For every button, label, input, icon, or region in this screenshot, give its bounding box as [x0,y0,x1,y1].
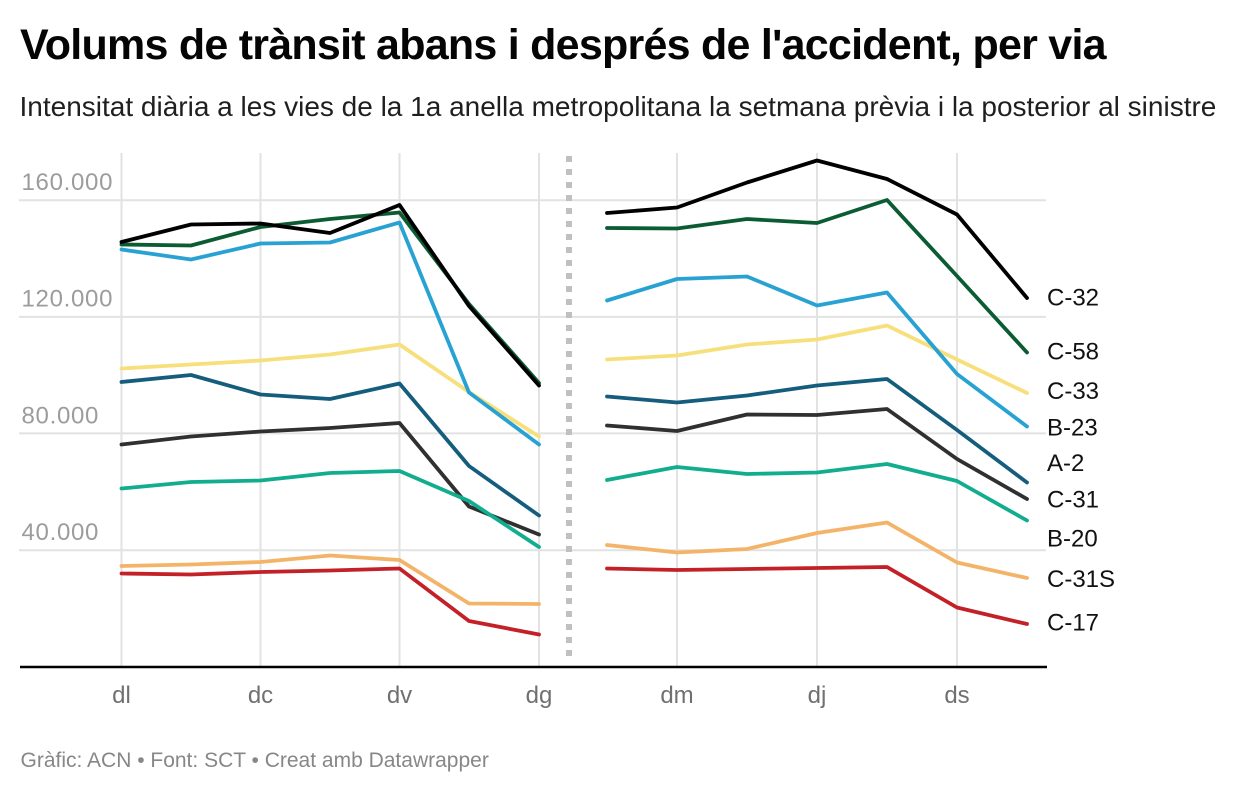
svg-text:160.000: 160.000 [22,169,114,196]
svg-text:dc: dc [248,682,273,709]
svg-text:Gràfic: ACN • Font: SCT • Crea: Gràfic: ACN • Font: SCT • Creat amb Data… [21,749,489,772]
svg-text:dv: dv [387,682,412,709]
svg-text:dm: dm [660,682,693,709]
svg-text:C-32: C-32 [1047,285,1099,312]
svg-text:B-23: B-23 [1047,415,1098,442]
svg-text:80.000: 80.000 [22,403,100,430]
svg-text:B-20: B-20 [1047,526,1098,553]
svg-text:dg: dg [526,682,553,709]
svg-text:C-58: C-58 [1047,339,1099,366]
svg-text:dj: dj [808,682,827,709]
svg-text:120.000: 120.000 [22,286,114,313]
svg-text:Volums de trànsit abans i desp: Volums de trànsit abans i després de l'a… [20,21,1108,69]
svg-text:C-31: C-31 [1047,487,1099,514]
svg-text:ds: ds [944,682,969,709]
svg-text:40.000: 40.000 [22,519,100,546]
svg-text:C-33: C-33 [1047,378,1099,405]
svg-text:Intensitat diària a les vies d: Intensitat diària a les vies de la 1a an… [20,91,1217,122]
svg-text:C-17: C-17 [1047,610,1099,637]
svg-text:dl: dl [112,682,131,709]
svg-text:A-2: A-2 [1047,450,1084,477]
svg-text:C-31S: C-31S [1047,566,1115,593]
